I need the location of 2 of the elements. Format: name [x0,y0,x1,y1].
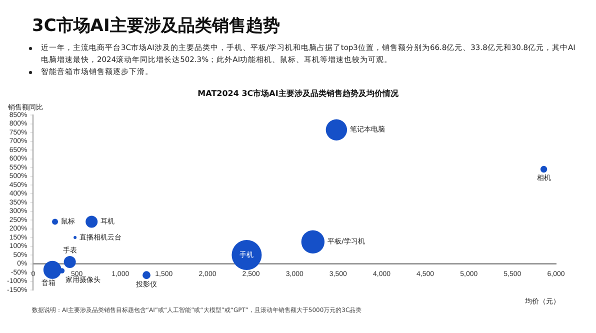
chart-title: 3C市场AI主要涉及品类销售趋势 [32,15,280,37]
chart-subtitle: MAT2024 3C市场AI主要涉及品类销售趋势及均价情况 [196,88,400,99]
